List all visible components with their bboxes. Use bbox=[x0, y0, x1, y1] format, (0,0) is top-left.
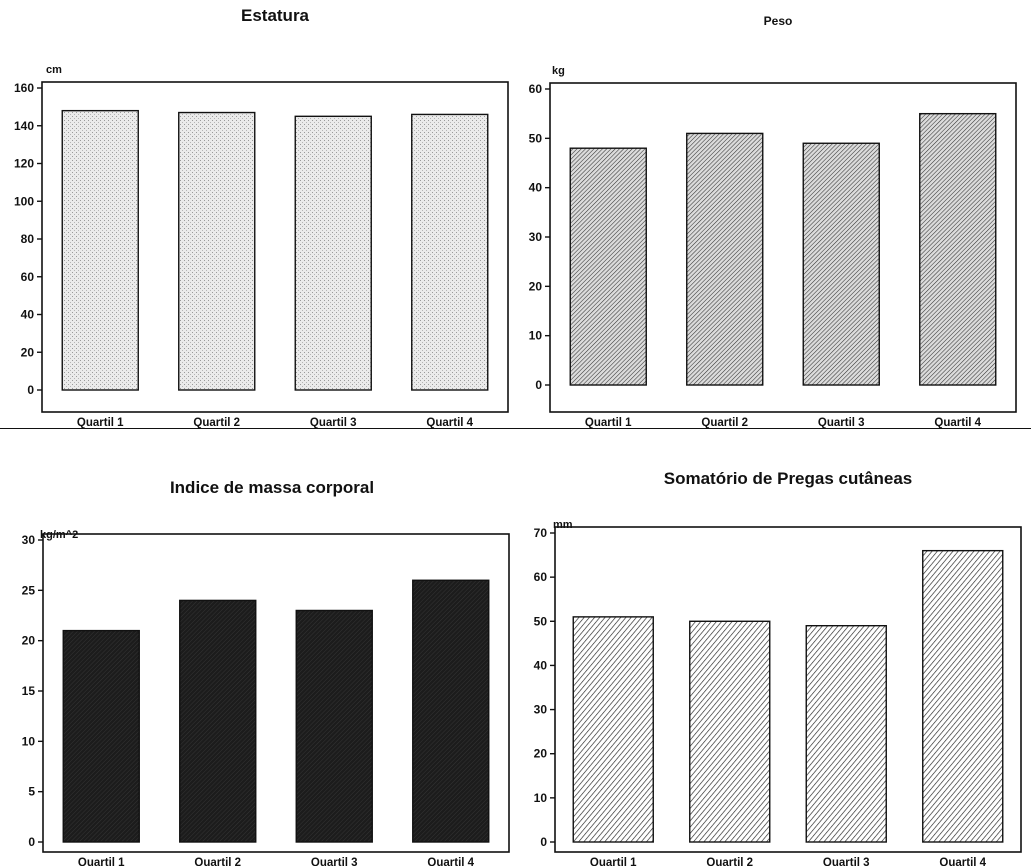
chart-3-category-label-1: Quartil 1 bbox=[78, 857, 125, 866]
chart-1-category-label-3: Quartil 3 bbox=[310, 417, 357, 429]
chart-2-ytick-label-3: 30 bbox=[529, 230, 543, 244]
chart-3-unit-label: kg/m^2 bbox=[40, 529, 78, 541]
chart-3-ytick-label-5: 25 bbox=[22, 583, 36, 597]
chart-2-title: Peso bbox=[763, 14, 793, 28]
chart-4-ytick-label-1: 10 bbox=[534, 791, 548, 805]
chart-1-ytick-label-6: 120 bbox=[14, 157, 34, 171]
chart-4-bar-3 bbox=[805, 625, 887, 843]
chart-1-title: Estatura bbox=[240, 6, 310, 25]
chart-4-ytick-label-5: 50 bbox=[534, 614, 548, 628]
chart-4-ytick-label-0: 0 bbox=[540, 835, 547, 849]
chart-4-category-label-4: Quartil 4 bbox=[939, 857, 986, 866]
chart-2-bar-1 bbox=[569, 147, 647, 386]
chart-3-ytick-label-6: 30 bbox=[22, 533, 36, 547]
chart-1-unit-label: cm bbox=[46, 64, 62, 76]
chart-2-ytick-label-2: 20 bbox=[529, 279, 543, 293]
chart-2-category-label-3: Quartil 3 bbox=[818, 417, 865, 429]
chart-3-category-label-4: Quartil 4 bbox=[427, 857, 474, 866]
chart-4-bar-1 bbox=[572, 616, 654, 843]
chart-3-title: Indice de massa corporal bbox=[169, 478, 375, 497]
panel-separator bbox=[0, 428, 1031, 429]
chart-1-ytick-label-1: 20 bbox=[21, 345, 35, 359]
chart-3-bar-1 bbox=[62, 629, 140, 843]
chart-4-category-label-3: Quartil 3 bbox=[823, 857, 870, 866]
chart-4-ytick-label-6: 60 bbox=[534, 570, 548, 584]
chart-1-ytick-label-7: 140 bbox=[14, 119, 34, 133]
chart-1-bar-2 bbox=[178, 111, 256, 391]
chart-1-ytick-label-4: 80 bbox=[21, 232, 35, 246]
chart-1-ytick-label-5: 100 bbox=[14, 194, 34, 208]
chart-1-bar-4 bbox=[411, 113, 489, 391]
chart-4-bar-2 bbox=[689, 620, 771, 843]
chart-2-category-label-4: Quartil 4 bbox=[934, 417, 981, 429]
chart-4-ytick-label-3: 30 bbox=[534, 703, 548, 717]
chart-1-ytick-label-3: 60 bbox=[21, 270, 35, 284]
chart-1-category-label-4: Quartil 4 bbox=[426, 417, 473, 429]
chart-2-ytick-label-5: 50 bbox=[529, 131, 543, 145]
chart-4-ytick-label-2: 20 bbox=[534, 747, 548, 761]
chart-3-ytick-label-4: 20 bbox=[22, 634, 36, 648]
chart-3-ytick-label-3: 15 bbox=[22, 684, 36, 698]
chart-4-title: Somatório de Pregas cutâneas bbox=[663, 469, 913, 488]
chart-2-bar-4 bbox=[919, 112, 997, 386]
chart-1-ytick-label-8: 160 bbox=[14, 81, 34, 95]
chart-2-bar-2 bbox=[686, 132, 764, 386]
chart-4-ytick-label-7: 70 bbox=[534, 526, 548, 540]
chart-3-bar-2 bbox=[179, 599, 257, 843]
chart-4-bar-4 bbox=[922, 549, 1004, 843]
chart-1-bar-3 bbox=[294, 115, 372, 391]
chart-3-category-label-3: Quartil 3 bbox=[311, 857, 358, 866]
chart-2-ytick-label-0: 0 bbox=[535, 378, 542, 392]
chart-4-category-label-1: Quartil 1 bbox=[590, 857, 637, 866]
chart-3-category-label-2: Quartil 2 bbox=[194, 857, 241, 866]
chart-3-bar-3 bbox=[295, 609, 373, 843]
chart-1-category-label-1: Quartil 1 bbox=[77, 417, 124, 429]
chart-3-bar-4 bbox=[412, 579, 490, 843]
chart-4-ytick-label-4: 40 bbox=[534, 658, 548, 672]
chart-1-bar-1 bbox=[61, 109, 139, 391]
chart-3-ytick-label-1: 5 bbox=[28, 785, 35, 799]
chart-3-ytick-label-2: 10 bbox=[22, 734, 36, 748]
chart-2-category-label-1: Quartil 1 bbox=[585, 417, 632, 429]
chart-1-ytick-label-2: 40 bbox=[21, 308, 35, 322]
chart-2-ytick-label-4: 40 bbox=[529, 181, 543, 195]
chart-1-category-label-2: Quartil 2 bbox=[193, 417, 240, 429]
chart-2-unit-label: kg bbox=[552, 65, 565, 77]
chart-4-category-label-2: Quartil 2 bbox=[706, 857, 753, 866]
chart-2-category-label-2: Quartil 2 bbox=[701, 417, 748, 429]
chart-4-unit-label: mm bbox=[553, 519, 573, 531]
chart-3-ytick-label-0: 0 bbox=[28, 835, 35, 849]
chart-2-ytick-label-6: 60 bbox=[529, 82, 543, 96]
chart-2-ytick-label-1: 10 bbox=[529, 329, 543, 343]
chart-1-ytick-label-0: 0 bbox=[27, 383, 34, 397]
chart-2-bar-3 bbox=[802, 142, 880, 386]
